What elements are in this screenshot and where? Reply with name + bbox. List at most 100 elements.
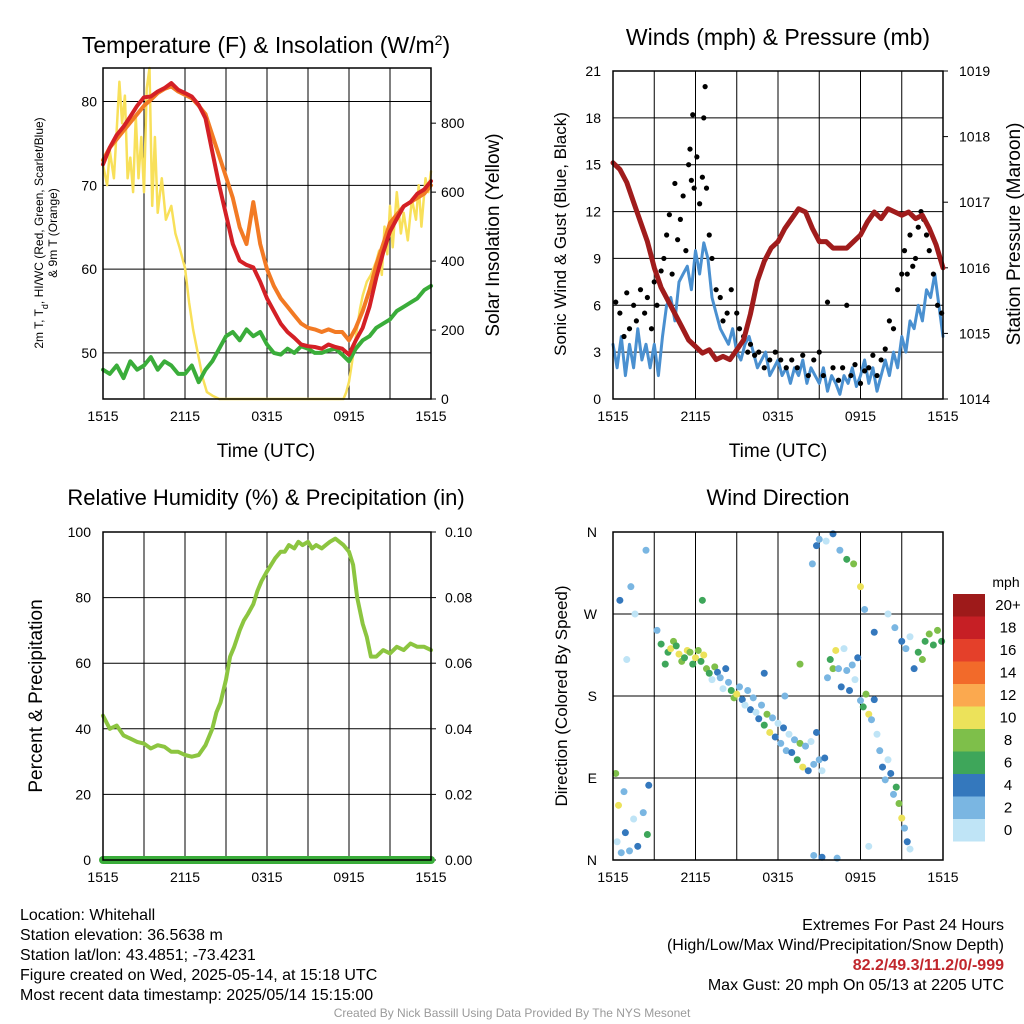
wind-y-tick-label: 3 xyxy=(593,344,601,360)
gust-point xyxy=(747,341,754,347)
direction-point xyxy=(884,610,892,618)
gust-point xyxy=(724,310,730,316)
legend-unit-label: mph xyxy=(992,574,1019,590)
direction-point xyxy=(851,676,859,684)
direction-point xyxy=(791,736,798,744)
gust-point xyxy=(648,326,655,332)
x-tick-label: 1515 xyxy=(597,408,628,424)
temperature-y-axis-label-line2: & 9m T (Orange) xyxy=(46,188,60,278)
gust-point xyxy=(699,174,705,180)
wind-y-tick-label: 21 xyxy=(585,63,601,79)
direction-point xyxy=(686,648,694,656)
direction-y-axis-label: Direction (Colored By Speed) xyxy=(552,585,571,806)
direction-point xyxy=(868,716,875,724)
legend-swatch xyxy=(953,639,985,662)
plot-border xyxy=(102,531,432,861)
direction-point xyxy=(921,637,929,645)
figure-canvas: Temperature (F) & Insolation (W/m2) Time… xyxy=(26,24,1024,885)
direction-point xyxy=(873,730,881,738)
direction-point xyxy=(861,605,869,613)
gust-point xyxy=(901,248,908,254)
extremes-legend-text: (High/Low/Max Wind/Precipitation/Snow De… xyxy=(666,937,1004,954)
direction-point xyxy=(634,842,642,850)
winds-panel: Winds (mph) & Pressure (mb) Time (UTC) S… xyxy=(551,24,1024,462)
direction-point xyxy=(824,674,831,682)
direction-point xyxy=(799,763,807,771)
direction-point xyxy=(643,830,651,838)
gust-point xyxy=(644,294,650,301)
direction-point xyxy=(822,537,830,545)
legend-label: 2 xyxy=(1004,800,1012,817)
gust-point xyxy=(713,287,719,293)
humidity-y-axis-label: Percent & Precipitation xyxy=(26,599,47,792)
direction-point xyxy=(835,665,842,673)
relative-humidity-line xyxy=(101,536,433,759)
gust-point xyxy=(654,302,660,308)
legend-swatch xyxy=(953,616,985,639)
gust-point xyxy=(899,271,905,277)
solar-y-tick-label: 800 xyxy=(441,115,465,131)
direction-point xyxy=(901,824,908,832)
x-tick-label: 1515 xyxy=(927,869,958,885)
temperature-panel: Temperature (F) & Insolation (W/m2) Time… xyxy=(32,32,504,462)
gust-point xyxy=(613,299,619,305)
gust-point xyxy=(624,290,630,296)
direction-point xyxy=(697,657,705,665)
humidity-y-tick-label: 60 xyxy=(75,655,91,671)
gust-point xyxy=(870,352,876,358)
x-tick-label: 1515 xyxy=(927,408,958,424)
direction-point xyxy=(843,555,851,563)
direction-point xyxy=(755,715,763,723)
dewpoint-line xyxy=(101,283,433,385)
direction-point xyxy=(815,756,823,764)
direction-point xyxy=(698,596,706,604)
direction-y-tick-label: E xyxy=(588,770,597,786)
gust-point xyxy=(874,372,880,379)
direction-point xyxy=(741,701,749,709)
direction-point xyxy=(857,697,864,705)
gust-point xyxy=(820,372,826,379)
direction-point xyxy=(645,781,653,789)
x-tick-label: 1515 xyxy=(87,869,118,885)
gust-point xyxy=(904,271,910,277)
x-tick-label: 1515 xyxy=(597,869,628,885)
extremes-heading: Extremes For Past 24 Hours xyxy=(802,917,1004,934)
gust-point xyxy=(862,368,868,374)
direction-point xyxy=(631,610,639,618)
precip-y-tick-label: 0.00 xyxy=(445,852,472,868)
x-tick-label: 1515 xyxy=(415,869,446,885)
gust-point xyxy=(706,232,712,238)
gust-point xyxy=(830,365,836,371)
direction-point xyxy=(802,742,809,750)
direction-point xyxy=(708,676,716,684)
direction-point xyxy=(879,763,886,771)
gust-point xyxy=(930,271,936,277)
extremes-info: Extremes For Past 24 Hours (High/Low/Max… xyxy=(667,916,1004,996)
gust-point xyxy=(811,357,817,363)
humidity-panel-title: Relative Humidity (%) & Precipitation (i… xyxy=(67,485,464,510)
direction-point xyxy=(758,701,765,709)
direction-point xyxy=(810,760,818,768)
direction-point xyxy=(892,783,900,791)
gust-point xyxy=(852,362,858,368)
direction-point xyxy=(857,583,864,591)
direction-point xyxy=(902,645,910,653)
gust-point xyxy=(709,255,715,262)
station-info: Location: Whitehall Station elevation: 3… xyxy=(20,906,377,1006)
elevation-text: Station elevation: 36.5638 m xyxy=(20,927,223,944)
direction-point xyxy=(848,661,856,669)
direction-point xyxy=(760,669,768,677)
direction-point xyxy=(711,663,719,671)
created-text: Figure created on Wed, 2025-05-14, at 15… xyxy=(20,967,378,984)
gust-point xyxy=(895,287,901,293)
direction-point xyxy=(617,849,625,857)
gust-point xyxy=(907,232,913,238)
direction-point xyxy=(675,650,683,658)
gust-point xyxy=(702,84,708,90)
legend-swatch xyxy=(953,706,985,729)
location-text: Location: Whitehall xyxy=(20,907,156,924)
direction-point xyxy=(910,665,918,673)
x-tick-label: 2115 xyxy=(680,869,710,885)
wind-y-tick-label: 18 xyxy=(585,110,601,126)
legend-swatch xyxy=(953,819,985,842)
